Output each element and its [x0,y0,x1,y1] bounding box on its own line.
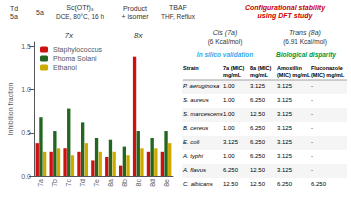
svg-text:6.250: 6.250 [277,181,293,187]
svg-text:B. cereus: B. cereus [183,125,208,131]
svg-text:6.250: 6.250 [250,139,266,145]
svg-text:Phoma Solani: Phoma Solani [53,55,97,62]
svg-text:Td: Td [10,5,18,12]
svg-text:using DFT study: using DFT study [258,12,314,20]
svg-text:Ethanol: Ethanol [53,64,77,71]
svg-text:Configurational stability: Configurational stability [245,4,326,12]
svg-text:3.125: 3.125 [277,167,293,173]
svg-text:E. coli: E. coli [183,139,200,145]
svg-text:Cis (7a): Cis (7a) [213,29,238,37]
svg-text:-: - [311,125,313,131]
svg-text:8a: 8a [107,179,114,187]
svg-text:8x: 8x [134,31,143,40]
svg-text:6.250: 6.250 [250,97,266,103]
svg-text:-: - [311,97,313,103]
svg-text:5a: 5a [10,13,18,20]
svg-text:1.00: 1.00 [223,153,235,159]
svg-text:3.125: 3.125 [250,83,266,89]
svg-text:3.125: 3.125 [277,139,293,145]
svg-text:A. typhi: A. typhi [182,153,204,159]
svg-text:DCE, 80°C, 16 h: DCE, 80°C, 16 h [56,13,105,20]
svg-text:7b: 7b [51,179,58,187]
svg-text:6.250: 6.250 [250,153,266,159]
svg-text:8b: 8b [121,179,128,187]
svg-text:P. aeruginosa: P. aeruginosa [183,83,220,89]
svg-text:-: - [311,167,313,173]
svg-text:(MIC) mg/mL: (MIC) mg/mL [277,72,311,78]
svg-text:12.50: 12.50 [250,167,266,173]
svg-text:mg/mL: mg/mL [250,72,269,78]
svg-text:Product: Product [123,5,147,12]
svg-text:S. aureus: S. aureus [183,97,209,103]
svg-text:Trans (8a): Trans (8a) [289,29,321,37]
svg-text:0.0: 0.0 [21,173,31,180]
svg-text:1.00: 1.00 [223,83,235,89]
svg-text:3.125: 3.125 [277,83,293,89]
svg-text:12.50: 12.50 [223,181,239,187]
svg-text:Sc(OTf)₃: Sc(OTf)₃ [66,4,93,12]
svg-text:In silico validation: In silico validation [197,51,253,58]
svg-text:0.5: 0.5 [21,129,31,136]
svg-text:3.125: 3.125 [277,97,293,103]
svg-text:mg/mL: mg/mL [223,72,242,78]
svg-text:8a (MIC): 8a (MIC) [250,65,272,71]
svg-text:7e: 7e [93,179,100,187]
svg-text:A. flavus: A. flavus [182,167,206,173]
svg-text:Staphylococcus: Staphylococcus [53,46,103,54]
svg-text:-: - [311,139,313,145]
svg-text:Strain: Strain [183,65,199,71]
svg-text:6.250: 6.250 [311,181,327,187]
svg-text:C. albicans: C. albicans [183,181,213,187]
svg-text:1.00: 1.00 [223,111,235,117]
svg-text:S. marcescens: S. marcescens [183,111,223,117]
svg-text:THF, Reflux: THF, Reflux [161,13,196,20]
svg-text:6.250: 6.250 [250,125,266,131]
svg-text:1.00: 1.00 [223,125,235,131]
svg-text:7d: 7d [79,179,86,187]
svg-text:3.125: 3.125 [277,111,293,117]
svg-text:12.50: 12.50 [250,181,266,187]
svg-text:8d: 8d [149,179,156,187]
svg-text:Biological disparity: Biological disparity [276,51,336,59]
svg-text:3.125: 3.125 [277,153,293,159]
svg-text:3.125: 3.125 [223,139,239,145]
svg-text:6.250: 6.250 [223,167,239,173]
svg-text:3.125: 3.125 [277,125,293,131]
svg-text:+ isomer: + isomer [121,13,149,20]
svg-text:8c: 8c [135,179,142,187]
svg-text:7a (MIC): 7a (MIC) [223,65,245,71]
svg-text:7a: 7a [37,179,44,187]
svg-text:1.5: 1.5 [21,43,31,50]
svg-text:(6 Kcal/mol): (6 Kcal/mol) [208,38,243,46]
svg-text:TBAF: TBAF [169,4,187,11]
svg-text:-: - [311,111,313,117]
svg-text:Amoxillin: Amoxillin [277,65,302,71]
svg-text:-: - [311,153,313,159]
svg-text:(6.91 Kcal/mol): (6.91 Kcal/mol) [283,38,327,46]
svg-text:1.0: 1.0 [21,86,31,93]
svg-text:(MIC) mg/mL: (MIC) mg/mL [311,72,345,78]
svg-text:-: - [311,83,313,89]
svg-text:7c: 7c [65,179,72,187]
svg-text:Fluconazole: Fluconazole [311,65,343,71]
svg-text:7x: 7x [65,31,74,40]
svg-text:8e: 8e [163,179,170,187]
svg-text:5a: 5a [36,9,44,16]
svg-text:1.00: 1.00 [223,97,235,103]
svg-text:Inhibition fraction: Inhibition fraction [7,82,14,135]
svg-text:12.50: 12.50 [250,111,266,117]
